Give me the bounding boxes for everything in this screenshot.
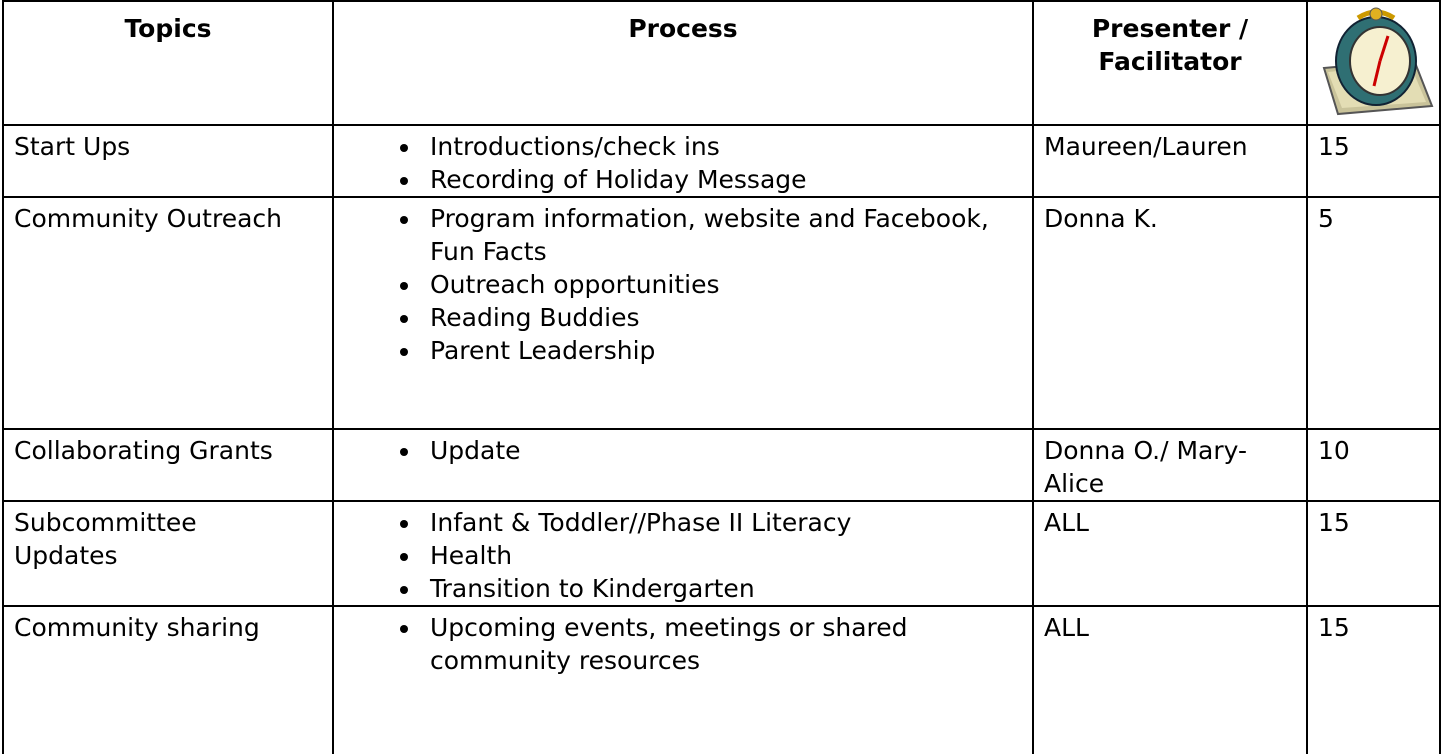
- minutes-cell: 15: [1306, 605, 1441, 754]
- topic-cell: Start Ups: [2, 124, 334, 198]
- page: Topics Process Presenter / Facilitator S…: [0, 0, 1450, 734]
- topic-cell: Community Outreach: [2, 196, 334, 430]
- minutes-cell: 10: [1306, 428, 1441, 502]
- minutes-cell: 5: [1306, 196, 1441, 430]
- presenter-cell: ALL: [1032, 500, 1308, 607]
- process-cell: Upcoming events, meetings or shared comm…: [332, 605, 1034, 754]
- process-list: Infant & Toddler//Phase II LiteracyHealt…: [344, 506, 1022, 605]
- process-item: Recording of Holiday Message: [422, 163, 1022, 196]
- process-item: Update: [422, 434, 1022, 467]
- header-cell: Presenter / Facilitator: [1032, 0, 1308, 126]
- topic-cell: Subcommittee Updates: [2, 500, 334, 607]
- agenda-row: Community Outreach Program information, w…: [2, 196, 1441, 430]
- process-cell: Introductions/check insRecording of Holi…: [332, 124, 1034, 198]
- process-item: Program information, website and Faceboo…: [422, 202, 1022, 268]
- process-list: Program information, website and Faceboo…: [344, 202, 1022, 367]
- topic-cell: Community sharing: [2, 605, 334, 754]
- process-list: Upcoming events, meetings or shared comm…: [344, 611, 1022, 677]
- clock-icon-cell: [1306, 0, 1441, 126]
- process-item: Upcoming events, meetings or shared comm…: [422, 611, 1022, 677]
- process-cell: Update: [332, 428, 1034, 502]
- process-list: Introductions/check insRecording of Holi…: [344, 130, 1022, 196]
- process-item: Reading Buddies: [422, 301, 1022, 334]
- clock-icon: [1322, 7, 1433, 116]
- agenda-row: Collaborating Grants Update Donna O./ Mary…: [2, 428, 1441, 502]
- process-list: Update: [344, 434, 1022, 467]
- header-cell: Topics: [2, 0, 334, 126]
- process-item: Infant & Toddler//Phase II Literacy: [422, 506, 1022, 539]
- presenter-cell: ALL: [1032, 605, 1308, 754]
- process-item: Outreach opportunities: [422, 268, 1022, 301]
- header-cell: Process: [332, 0, 1034, 126]
- minutes-cell: 15: [1306, 124, 1441, 198]
- process-cell: Infant & Toddler//Phase II LiteracyHealt…: [332, 500, 1034, 607]
- presenter-cell: Donna K.: [1032, 196, 1308, 430]
- presenter-cell: Donna O./ Mary-Alice: [1032, 428, 1308, 502]
- agenda-row: Community sharing Upcoming events, meetin…: [2, 605, 1441, 754]
- header-row: Topics Process Presenter / Facilitator: [2, 0, 1441, 126]
- agenda-row: Subcommittee UpdatesInfant & Toddler//Ph…: [2, 500, 1441, 607]
- topic-cell: Collaborating Grants: [2, 428, 334, 502]
- agenda-row: Start UpsIntroductions/check insRecordin…: [2, 124, 1441, 198]
- process-item: Introductions/check ins: [422, 130, 1022, 163]
- process-item: Transition to Kindergarten: [422, 572, 1022, 605]
- process-item: Parent Leadership: [422, 334, 1022, 367]
- presenter-cell: Maureen/Lauren: [1032, 124, 1308, 198]
- process-item: Health: [422, 539, 1022, 572]
- process-cell: Program information, website and Faceboo…: [332, 196, 1034, 430]
- minutes-cell: 15: [1306, 500, 1441, 607]
